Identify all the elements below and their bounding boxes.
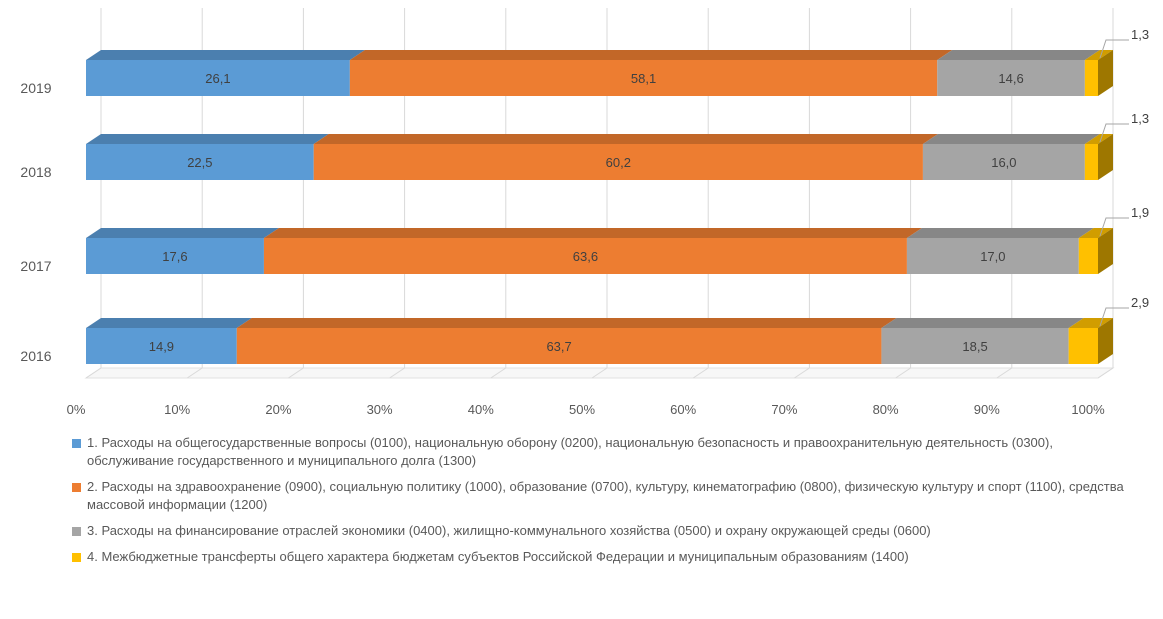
legend-item: 2. Расходы на здравоохранение (0900), со… <box>72 478 1132 514</box>
legend-swatch <box>72 483 81 492</box>
bar-segment <box>922 144 1085 180</box>
data-label: 1,3 <box>1131 111 1149 126</box>
gridline-floor <box>591 367 608 379</box>
bar-segment <box>1084 60 1098 96</box>
bar-segment <box>86 60 350 96</box>
bar-segment <box>86 144 314 180</box>
y-tick-label: 2019 <box>20 80 51 96</box>
gridline-floor <box>996 367 1013 379</box>
data-label-leader <box>1099 307 1129 327</box>
x-tick-label: 30% <box>367 402 393 417</box>
legend-swatch <box>72 553 81 562</box>
bar-segment <box>313 144 923 180</box>
gridline-floor <box>895 367 911 379</box>
legend-label: 2. Расходы на здравоохранение (0900), со… <box>87 479 1124 512</box>
data-label: 1,9 <box>1131 205 1149 220</box>
legend-swatch <box>72 527 81 536</box>
bar-segment-side <box>1098 50 1113 96</box>
bar-segment-side <box>1098 318 1113 364</box>
bar-segment-top <box>263 228 922 238</box>
gridline-floor <box>85 367 102 379</box>
gridline-floor <box>389 367 405 379</box>
bar-segment <box>263 238 907 274</box>
data-label: 18,5 <box>962 339 987 354</box>
data-label: 58,1 <box>631 71 656 86</box>
gridline-floor <box>186 367 203 379</box>
bar-segment-top <box>1084 50 1113 60</box>
chart-legend: 1. Расходы на общегосударственные вопрос… <box>72 434 1132 574</box>
bar-segment-top <box>349 50 953 60</box>
gridline-floor <box>692 367 709 379</box>
data-label-leader <box>1099 39 1129 59</box>
legend-label: 3. Расходы на финансирование отраслей эк… <box>87 523 931 538</box>
bar-segment-top <box>86 134 329 144</box>
bar-segment-side <box>1098 228 1113 274</box>
bar-segment-top <box>1078 228 1113 238</box>
data-label: 26,1 <box>205 71 230 86</box>
bar-segment-top <box>937 50 1100 60</box>
legend-swatch <box>72 439 81 448</box>
legend-item: 4. Межбюджетные трансферты общего характ… <box>72 548 1132 566</box>
bar-segment-top <box>86 50 365 60</box>
data-label: 14,9 <box>149 339 174 354</box>
data-label: 14,6 <box>998 71 1023 86</box>
x-tick-label: 40% <box>468 402 494 417</box>
gridline-floor <box>490 367 507 379</box>
x-tick-label: 70% <box>771 402 797 417</box>
bar-segment <box>1078 238 1098 274</box>
x-tick-label: 10% <box>164 402 190 417</box>
data-label: 17,6 <box>162 249 187 264</box>
data-label-leader <box>1099 217 1129 237</box>
data-label: 17,0 <box>980 249 1005 264</box>
bar-segment-top <box>922 134 1100 144</box>
x-tick-label: 0% <box>67 402 86 417</box>
y-tick-label: 2016 <box>20 348 51 364</box>
x-tick-label: 80% <box>873 402 899 417</box>
y-tick-label: 2018 <box>20 164 51 180</box>
x-tick-label: 100% <box>1071 402 1105 417</box>
x-tick-label: 90% <box>974 402 1000 417</box>
bar-segment <box>349 60 938 96</box>
bar-segment <box>881 328 1069 364</box>
data-label: 60,2 <box>606 155 631 170</box>
legend-label: 4. Межбюджетные трансферты общего характ… <box>87 549 909 564</box>
gridline-floor <box>794 367 810 379</box>
bar-segment <box>1084 144 1098 180</box>
bar-segment <box>937 60 1085 96</box>
bar-segment <box>1068 328 1098 364</box>
bar-segment <box>86 238 264 274</box>
x-tick-label: 50% <box>569 402 595 417</box>
bar-segment-top <box>881 318 1084 328</box>
bar-segment <box>86 328 237 364</box>
data-label: 63,7 <box>546 339 571 354</box>
bar-segment <box>236 328 882 364</box>
bar-segment-side <box>1098 134 1113 180</box>
bar-segment-top <box>1084 134 1113 144</box>
bar-segment-top <box>86 318 252 328</box>
bar-segment-top <box>236 318 897 328</box>
x-tick-label: 20% <box>265 402 291 417</box>
legend-item: 1. Расходы на общегосударственные вопрос… <box>72 434 1132 470</box>
data-label: 16,0 <box>991 155 1016 170</box>
x-tick-label: 60% <box>670 402 696 417</box>
legend-label: 1. Расходы на общегосударственные вопрос… <box>87 435 1053 468</box>
data-label: 1,3 <box>1131 27 1149 42</box>
data-label: 2,9 <box>1131 295 1149 310</box>
bar-segment <box>906 238 1079 274</box>
gridline-floor <box>288 367 304 379</box>
bar-segment-top <box>86 228 279 238</box>
data-label: 22,5 <box>187 155 212 170</box>
legend-item: 3. Расходы на финансирование отраслей эк… <box>72 522 1132 540</box>
data-label-leader <box>1099 123 1129 143</box>
y-tick-label: 2017 <box>20 258 51 274</box>
data-label: 63,6 <box>573 249 598 264</box>
bar-segment-top <box>313 134 938 144</box>
bar-segment-top <box>906 228 1094 238</box>
chart-plot: 0% 10% 20% 30% 40% 50% 60% 70% 80% 90% 100% 2019 26,… <box>20 8 1149 417</box>
gridline-floor <box>1097 367 1114 379</box>
